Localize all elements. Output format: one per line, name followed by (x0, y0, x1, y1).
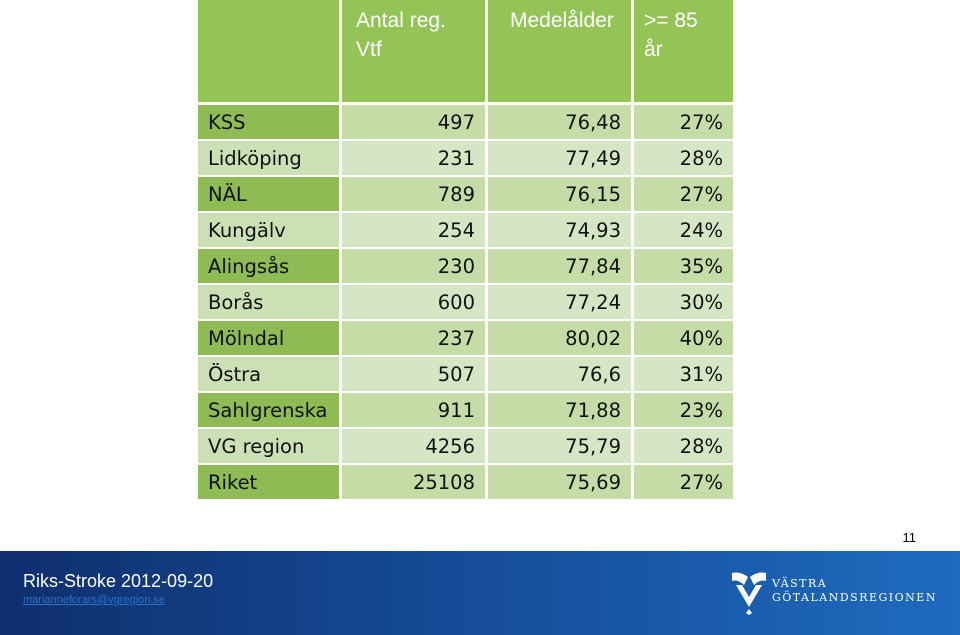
header-antal-line2: Vtf (356, 38, 382, 61)
row-label-cell: NÄL (198, 177, 342, 213)
row-value-cell: 789 (342, 177, 488, 213)
table-row: Sahlgrenska 911 71,88 23% (198, 393, 736, 429)
row-value-cell: 28% (634, 429, 736, 465)
row-value-cell: 27% (634, 465, 736, 501)
row-value-cell: 75,69 (488, 465, 634, 501)
table-row: Borås 600 77,24 30% (198, 285, 736, 321)
header-medelalder-label: Medelålder (510, 9, 614, 32)
header-85-line1: >= 85 (644, 9, 698, 32)
header-antal-line1: Antal reg. (356, 9, 446, 32)
header-cell-medelalder: Medelålder (488, 0, 634, 105)
header-cell-antal: Antal reg. Vtf (342, 0, 488, 105)
row-label-cell: VG region (198, 429, 342, 465)
row-value-cell: 27% (634, 105, 736, 141)
table-row: Alingsås 230 77,84 35% (198, 249, 736, 285)
table-row: NÄL 789 76,15 27% (198, 177, 736, 213)
data-table-container: Antal reg. Vtf Medelålder >= 85 år KSS 497 7… (198, 0, 736, 501)
table-row: VG region 4256 75,79 28% (198, 429, 736, 465)
footer-title: Riks-Stroke 2012-09-20 (23, 571, 214, 591)
row-label-cell: Borås (198, 285, 342, 321)
row-label-cell: KSS (198, 105, 342, 141)
row-value-cell: 80,02 (488, 321, 634, 357)
row-value-cell: 71,88 (488, 393, 634, 429)
row-value-cell: 254 (342, 213, 488, 249)
row-value-cell: 230 (342, 249, 488, 285)
row-label-cell: Kungälv (198, 213, 342, 249)
stroke-statistics-table: Antal reg. Vtf Medelålder >= 85 år KSS 497 7… (198, 0, 736, 501)
header-cell-85: >= 85 år (634, 0, 736, 105)
row-value-cell: 77,24 (488, 285, 634, 321)
row-value-cell: 23% (634, 393, 736, 429)
logo-text-line2: GÖTALANDSREGIONEN (772, 591, 937, 604)
row-value-cell: 24% (634, 213, 736, 249)
vastra-gotalandsregionen-logo: VÄSTRA GÖTALANDSREGIONEN (730, 569, 935, 615)
row-value-cell: 31% (634, 357, 736, 393)
row-value-cell: 28% (634, 141, 736, 177)
row-value-cell: 35% (634, 249, 736, 285)
row-value-cell: 74,93 (488, 213, 634, 249)
row-label-cell: Östra (198, 357, 342, 393)
table-row: Kungälv 254 74,93 24% (198, 213, 736, 249)
row-value-cell: 231 (342, 141, 488, 177)
row-value-cell: 497 (342, 105, 488, 141)
footer-email-link[interactable]: mariannefor​ars@vgregion.se (23, 594, 166, 606)
row-value-cell: 600 (342, 285, 488, 321)
row-label-cell: Mölndal (198, 321, 342, 357)
footer-bar: Riks-Stroke 2012-09-20 mariannefor​ars@v… (0, 551, 960, 635)
table-row: KSS 497 76,48 27% (198, 105, 736, 141)
page-number: 11 (902, 530, 917, 545)
row-value-cell: 4256 (342, 429, 488, 465)
header-85-line2: år (644, 38, 663, 61)
row-value-cell: 911 (342, 393, 488, 429)
row-value-cell: 25108 (342, 465, 488, 501)
row-value-cell: 76,6 (488, 357, 634, 393)
row-value-cell: 27% (634, 177, 736, 213)
row-value-cell: 507 (342, 357, 488, 393)
row-label-cell: Sahlgrenska (198, 393, 342, 429)
row-label-cell: Lidköping (198, 141, 342, 177)
table-header-row: Antal reg. Vtf Medelålder >= 85 år (198, 0, 736, 105)
row-value-cell: 75,79 (488, 429, 634, 465)
header-cell-empty (198, 0, 342, 105)
table-row: Östra 507 76,6 31% (198, 357, 736, 393)
table-row: Mölndal 237 80,02 40% (198, 321, 736, 357)
logo-emblem-icon (732, 572, 766, 615)
row-label-cell: Riket (198, 465, 342, 501)
row-value-cell: 77,84 (488, 249, 634, 285)
row-value-cell: 237 (342, 321, 488, 357)
logo-text-line1: VÄSTRA (772, 577, 828, 590)
row-value-cell: 77,49 (488, 141, 634, 177)
table-body: KSS 497 76,48 27% Lidköping 231 77,49 28% NÄL 789… (198, 105, 736, 501)
row-label-cell: Alingsås (198, 249, 342, 285)
row-value-cell: 30% (634, 285, 736, 321)
table-row: Riket 25108 75,69 27% (198, 465, 736, 501)
table-row: Lidköping 231 77,49 28% (198, 141, 736, 177)
row-value-cell: 76,48 (488, 105, 634, 141)
row-value-cell: 76,15 (488, 177, 634, 213)
row-value-cell: 40% (634, 321, 736, 357)
